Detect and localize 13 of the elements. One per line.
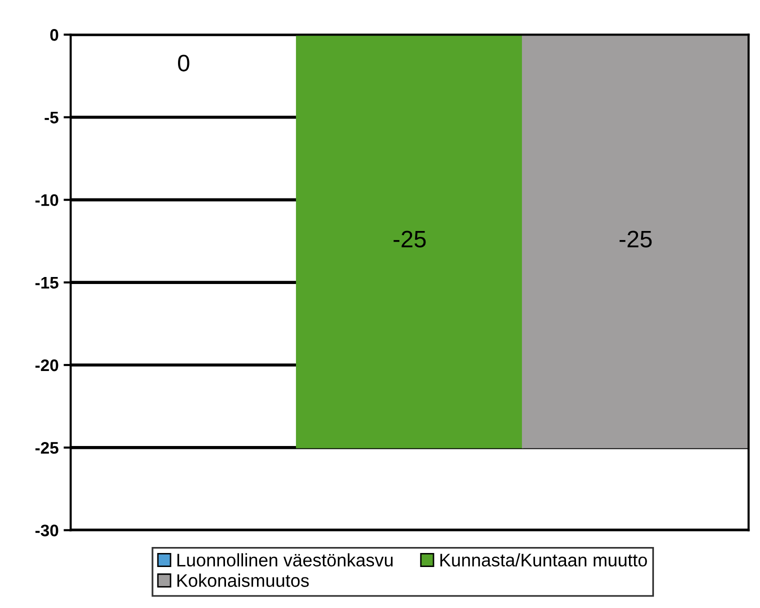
y-tick-label: -15 xyxy=(35,276,58,289)
y-tick-label: -20 xyxy=(35,359,58,372)
data-label: -25 xyxy=(394,230,426,248)
legend-label: Kunnasta/Kuntaan muutto xyxy=(440,553,647,567)
y-tick-label: 0 xyxy=(50,29,58,41)
data-label: 0 xyxy=(178,54,190,72)
legend-label: Kokonaismuutos xyxy=(177,574,309,587)
y-tick-label: -5 xyxy=(44,112,58,124)
legend-label: Luonnollinen väestönkasvu xyxy=(177,553,393,567)
y-tick-label: -10 xyxy=(35,194,58,206)
y-tick-label: -25 xyxy=(35,442,58,454)
y-tick-label: -30 xyxy=(35,524,58,536)
data-label: -25 xyxy=(620,230,652,248)
